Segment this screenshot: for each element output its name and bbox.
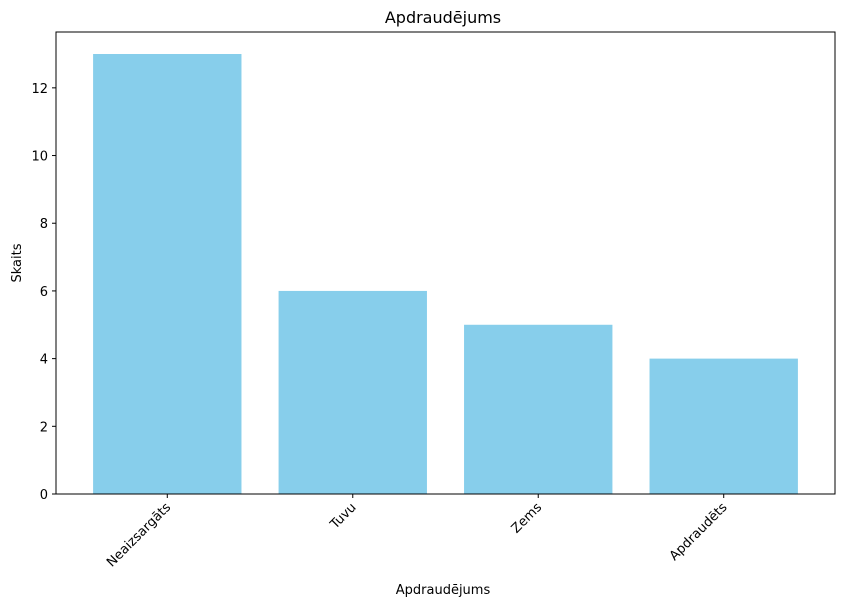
chart-title: Apdraudējums <box>385 8 501 27</box>
bar-3 <box>649 358 798 494</box>
y-tick-label-1: 2 <box>40 420 48 435</box>
y-tick-label-6: 12 <box>31 82 48 97</box>
bar-1 <box>278 290 427 494</box>
y-axis-label: Skaits <box>10 243 25 282</box>
plot-frame <box>55 31 836 495</box>
bars-group <box>93 54 798 494</box>
bar-0 <box>93 54 242 494</box>
y-tick-label-5: 10 <box>31 150 48 165</box>
x-tick-label-3: Apdraudēts <box>667 500 731 564</box>
x-tick-label-2: Zems <box>509 500 545 536</box>
x-ticks-group: Neaizsargāts Tuvu Zems Apdraudēts <box>104 494 731 570</box>
y-ticks-group: 0 2 4 6 8 10 12 <box>31 82 56 503</box>
x-axis-label: Apdraudējums <box>396 583 491 598</box>
x-tick-label-0: Neaizsargāts <box>104 500 174 570</box>
x-tick-label-1: Tuvu <box>327 500 360 533</box>
y-tick-label-3: 6 <box>40 285 48 300</box>
y-tick-label-4: 8 <box>40 217 48 232</box>
bar-2 <box>464 324 613 494</box>
y-tick-label-2: 4 <box>40 353 48 368</box>
y-tick-label-0: 0 <box>40 488 48 503</box>
